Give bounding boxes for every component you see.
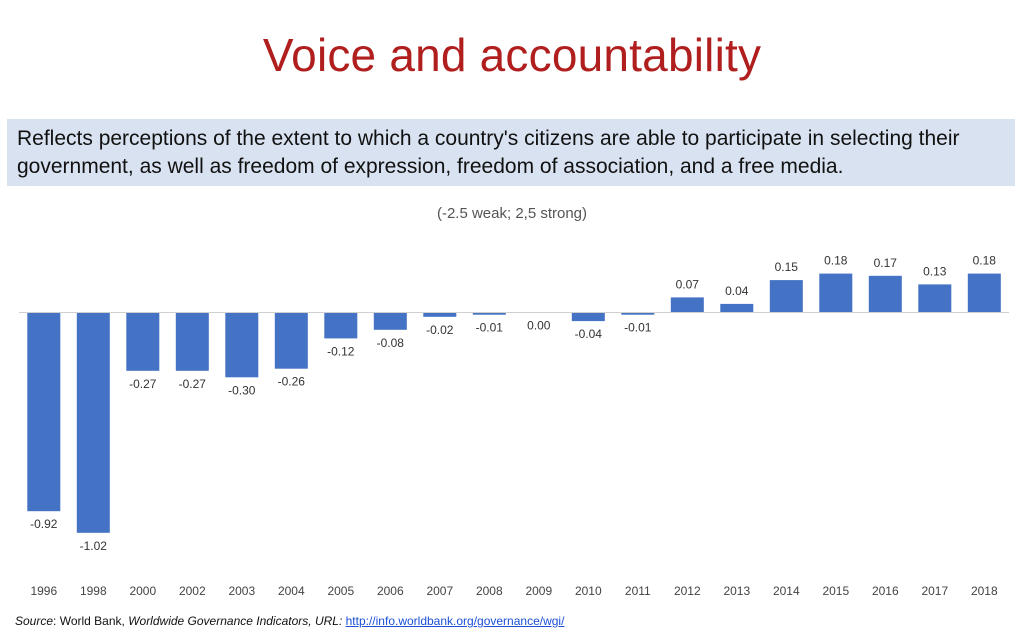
category-label-2003: 2003 <box>228 584 255 598</box>
source-label: Source <box>15 614 54 628</box>
bar-2005 <box>324 312 358 339</box>
scale-note: (-2.5 weak; 2,5 strong) <box>436 205 588 222</box>
category-label-2018: 2018 <box>971 584 998 598</box>
value-label-1998: -1.02 <box>80 539 108 553</box>
category-label-2013: 2013 <box>723 584 750 598</box>
value-label-2012: 0.07 <box>676 277 700 291</box>
value-label-1996: -0.92 <box>30 517 58 531</box>
category-label-2014: 2014 <box>773 584 800 598</box>
bar-2012 <box>670 297 704 313</box>
source-separator: : <box>53 614 60 628</box>
source-publication: Worldwide Governance Indicators, URL: <box>128 614 346 628</box>
bar-2014 <box>769 280 803 313</box>
value-label-2009: 0.00 <box>527 319 551 333</box>
value-label-2006: -0.08 <box>377 336 405 350</box>
category-label-1998: 1998 <box>80 584 107 598</box>
category-label-2004: 2004 <box>278 584 305 598</box>
category-label-1996: 1996 <box>30 584 57 598</box>
value-label-2011: -0.01 <box>624 321 652 335</box>
value-labels-layer: -0.92 -1.02 -0.27 -0.27 -0.30 -0.26 -0.12 -0.08… <box>30 254 996 553</box>
category-label-2005: 2005 <box>327 584 354 598</box>
value-label-2005: -0.12 <box>327 344 355 358</box>
bar-2015 <box>819 273 853 313</box>
value-label-2013: 0.04 <box>725 284 749 298</box>
value-label-2003: -0.30 <box>228 383 256 397</box>
bar-2011 <box>621 312 655 315</box>
category-label-2006: 2006 <box>377 584 404 598</box>
category-label-2007: 2007 <box>426 584 453 598</box>
bar-2003 <box>225 312 259 378</box>
category-label-2016: 2016 <box>872 584 899 598</box>
bar-2016 <box>868 275 902 313</box>
bar-2008 <box>472 312 506 315</box>
bar-2006 <box>373 312 407 330</box>
bar-2010 <box>571 312 605 322</box>
bar-2004 <box>274 312 308 369</box>
category-label-2009: 2009 <box>525 584 552 598</box>
value-label-2010: -0.04 <box>575 327 603 341</box>
bar-2017 <box>918 284 952 313</box>
category-label-2000: 2000 <box>129 584 156 598</box>
bar-2018 <box>967 273 1001 313</box>
description-box: Reflects perceptions of the extent to wh… <box>7 119 1015 186</box>
bar-2002 <box>175 312 209 371</box>
description-text: Reflects perceptions of the extent to wh… <box>17 127 960 178</box>
value-label-2018: 0.18 <box>973 254 997 268</box>
bar-2013 <box>720 303 754 313</box>
value-label-2002: -0.27 <box>179 377 207 391</box>
category-label-2012: 2012 <box>674 584 701 598</box>
category-label-2002: 2002 <box>179 584 206 598</box>
category-labels-layer: 1996 1998 2000 2002 2003 2004 2005 2006 2007 2008… <box>30 584 998 598</box>
bar-1998 <box>76 312 110 533</box>
bars-layer <box>27 273 1001 533</box>
value-label-2007: -0.02 <box>426 323 454 337</box>
category-label-2011: 2011 <box>625 584 651 598</box>
source-org: World Bank, <box>59 614 129 628</box>
category-label-2017: 2017 <box>921 584 948 598</box>
value-label-2014: 0.15 <box>775 260 799 274</box>
source-url-link[interactable]: http://info.worldbank.org/governance/wgi… <box>345 614 565 628</box>
value-label-2017: 0.13 <box>923 264 947 278</box>
category-label-2010: 2010 <box>575 584 602 598</box>
value-label-2008: -0.01 <box>476 321 504 335</box>
value-label-2015: 0.18 <box>824 254 848 268</box>
value-label-2016: 0.17 <box>874 256 898 270</box>
bar-2000 <box>126 312 160 371</box>
value-label-2000: -0.27 <box>129 377 157 391</box>
source-note: Source: World Bank, Worldwide Governance… <box>15 614 564 628</box>
slide-title: Voice and accountability <box>262 29 762 81</box>
bar-1996 <box>27 312 61 512</box>
category-label-2015: 2015 <box>822 584 849 598</box>
value-label-2004: -0.26 <box>278 375 306 389</box>
category-label-2008: 2008 <box>476 584 503 598</box>
bar-2007 <box>423 312 457 317</box>
